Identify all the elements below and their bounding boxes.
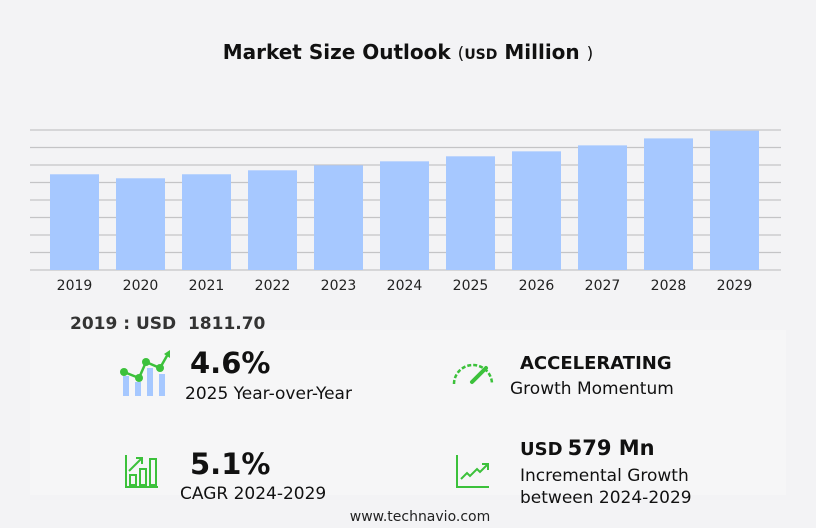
base-label-value: 1811.70 [187,314,266,334]
base-year-label: 2019 : USD 1811.70 [70,314,265,334]
title-unit-word: Million [504,40,580,64]
x-tick-label: 2020 [123,278,159,294]
incremental-period: between 2024-2029 [520,488,692,508]
cagr-value: 5.1% [190,447,271,481]
bar-growth-icon [125,455,158,488]
title-main: Market Size Outlook [222,40,451,64]
bar-2029 [710,130,759,270]
footer-url[interactable]: www.technavio.com [349,509,491,525]
paren-open: ( [457,44,465,64]
incremental-unit: USD [520,439,563,460]
paren-close: ) [586,44,594,64]
bar-2026 [512,151,561,270]
x-tick-label: 2022 [255,278,291,294]
chart-title: Market Size Outlook (USD Million ) [0,40,816,64]
bar-2024 [380,161,429,270]
bar-2020 [116,178,165,270]
bar-2022 [248,170,297,270]
momentum-label: Growth Momentum [510,379,674,399]
bar-2025 [446,156,495,270]
bar-2028 [644,138,693,270]
bar-chart: 2019 2020 2021 2022 2023 2024 2025 2026 2027 2028… [30,129,781,294]
line-growth-icon [456,455,489,488]
trend-chart-icon [120,350,170,396]
x-tick-label: 2026 [519,278,555,294]
bar-2021 [182,174,231,270]
x-tick-label: 2027 [585,278,621,294]
x-tick-label: 2028 [651,278,687,294]
incremental-value: USD 579 Mn [520,436,655,460]
x-tick-label: 2021 [189,278,225,294]
base-label-text: 2019 : USD [70,314,177,334]
x-tick-label: 2019 [57,278,93,294]
x-tick-label: 2023 [321,278,357,294]
title-unit: USD [464,47,498,63]
x-tick-label: 2025 [453,278,489,294]
speedometer-icon [452,363,494,385]
yoy-label: 2025 Year-over-Year [185,384,352,404]
incremental-label: Incremental Growth [520,466,689,486]
momentum-value: ACCELERATING [520,353,672,374]
bar-2019 [50,174,99,270]
yoy-value: 4.6% [190,346,271,380]
incremental-amount: 579 Mn [567,436,655,460]
bar-2023 [314,165,363,270]
x-tick-label: 2029 [717,278,753,294]
bar-2027 [578,145,627,270]
x-tick-label: 2024 [387,278,423,294]
cagr-label: CAGR 2024-2029 [180,484,327,504]
